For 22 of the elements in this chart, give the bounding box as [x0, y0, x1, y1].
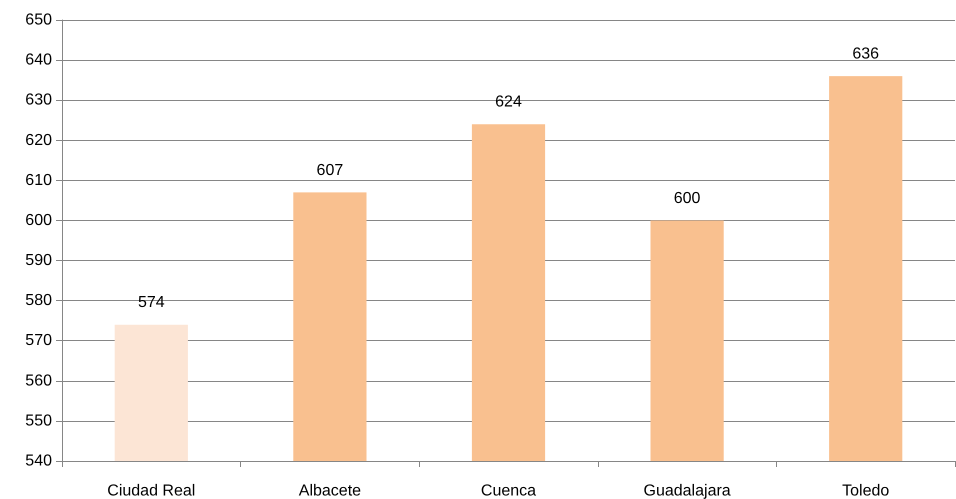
y-tick-label: 570 [25, 332, 52, 350]
y-tick-label: 610 [25, 172, 52, 189]
x-tick-label: Toledo [842, 482, 890, 499]
data-label: 624 [495, 94, 522, 111]
x-tick-label: Ciudad Real [107, 482, 196, 499]
y-tick-label: 540 [25, 452, 52, 470]
y-tick-label: 640 [25, 52, 52, 69]
x-tick-label: Albacete [298, 482, 362, 499]
data-label: 574 [138, 294, 165, 312]
data-label: 600 [674, 190, 701, 207]
y-tick-label: 600 [25, 212, 52, 229]
data-label: 607 [316, 162, 344, 179]
y-tick-label: 650 [25, 12, 52, 28]
y-tick-label: 580 [25, 292, 52, 310]
y-tick-label: 560 [25, 372, 52, 390]
data-label: 636 [852, 46, 880, 63]
y-tick-label: 550 [25, 412, 52, 430]
y-tick-label: 590 [25, 252, 52, 270]
y-tick-label: 620 [25, 132, 52, 149]
x-tick-label: Guadalajara [644, 482, 731, 499]
y-tick-label: 630 [25, 92, 52, 109]
x-tick-label: Cuenca [480, 482, 536, 499]
